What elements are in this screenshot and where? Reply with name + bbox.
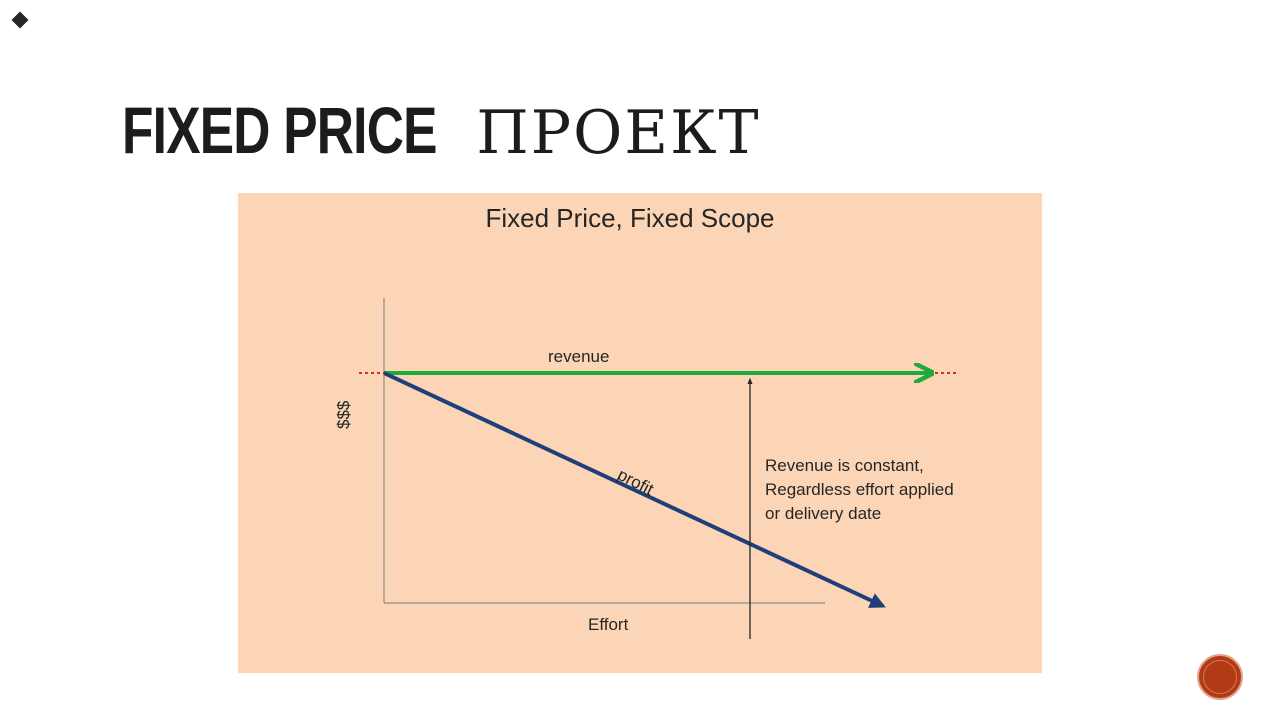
revenue-note-line: Regardless effort applied — [765, 480, 954, 499]
diagram-canvas — [359, 298, 959, 639]
slide-title: FIXED PRICE ПРОЕКТ — [122, 90, 761, 173]
profit-line — [383, 371, 886, 608]
y-axis-label: $$$ — [334, 400, 353, 429]
revenue-label: revenue — [548, 347, 610, 366]
slide-nav-circle-icon[interactable] — [1197, 654, 1243, 700]
revenue-note: Revenue is constant, Regardless effort a… — [765, 454, 1005, 526]
slide-title-en: FIXED PRICE — [122, 93, 437, 167]
fixed-price-diagram: Fixed Price, Fixed Scope revenue profit … — [238, 193, 1042, 673]
diagram-title: Fixed Price, Fixed Scope — [485, 203, 775, 233]
revenue-note-line: or delivery date — [765, 504, 882, 523]
x-axis-label: Effort — [588, 615, 629, 634]
title-bullet-icon — [11, 11, 29, 29]
revenue-note-line: Revenue is constant, — [765, 456, 924, 475]
slide-title-ru: ПРОЕКТ — [476, 98, 761, 168]
